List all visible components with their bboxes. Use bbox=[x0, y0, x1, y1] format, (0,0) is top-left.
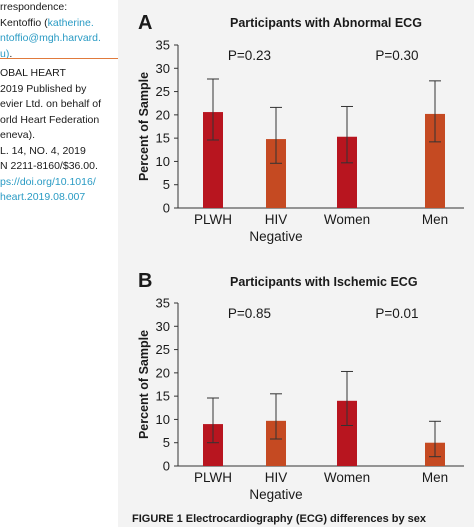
y-tick-label: 15 bbox=[156, 389, 170, 404]
article-sidebar: rrespondence: Kentoffio (katherine. ntoffi… bbox=[0, 0, 118, 527]
y-axis-label: Percent of Sample bbox=[137, 72, 151, 181]
figure-panel: A Participants with Abnormal ECG Percent… bbox=[118, 0, 474, 527]
bar-1 bbox=[203, 424, 223, 466]
y-tick-label: 30 bbox=[156, 61, 170, 76]
sidebar-line-text[interactable]: u) bbox=[0, 47, 10, 60]
y-tick-label: 25 bbox=[156, 342, 170, 357]
sidebar-line[interactable]: ps://doi.org/10.1016/ bbox=[0, 175, 101, 191]
sidebar-divider bbox=[0, 58, 118, 59]
sidebar-line[interactable]: heart.2019.08.007 bbox=[0, 190, 101, 206]
sidebar-line-text: rrespondence: bbox=[0, 1, 68, 13]
y-tick-label: 10 bbox=[156, 412, 170, 427]
category-label: HIV bbox=[265, 212, 288, 227]
y-tick-label: 35 bbox=[156, 38, 170, 53]
sidebar-line-text[interactable]: ps://doi.org/10.1016/ bbox=[0, 175, 96, 188]
sidebar-line: L. 14, NO. 4, 2019 bbox=[0, 144, 101, 160]
y-tick-label: 5 bbox=[163, 177, 170, 192]
category-label: Women bbox=[324, 470, 370, 485]
sidebar-line-text: OBAL HEART bbox=[0, 67, 66, 79]
y-tick-label: 20 bbox=[156, 365, 170, 380]
sidebar-line[interactable]: ntoffio@mgh.harvard. bbox=[0, 31, 101, 47]
sidebar-line: eneva). bbox=[0, 128, 101, 144]
sidebar-line: N 2211-8160/$36.00. bbox=[0, 159, 101, 175]
sidebar-line-text[interactable]: heart.2019.08.007 bbox=[0, 191, 86, 203]
panel-b-letter: B bbox=[138, 270, 153, 292]
panel-a-letter: A bbox=[138, 12, 153, 34]
y-tick-label: 15 bbox=[156, 131, 170, 146]
sidebar-line: Kentoffio (katherine. bbox=[0, 16, 101, 32]
panel-b-title: Participants with Ischemic ECG bbox=[230, 275, 418, 289]
bar-3 bbox=[337, 400, 357, 466]
y-axis-label: Percent of Sample bbox=[137, 330, 151, 439]
bar-2 bbox=[266, 139, 286, 208]
correspondence-block: rrespondence: Kentoffio (katherine. ntoffi… bbox=[0, 0, 101, 62]
bar-3 bbox=[337, 136, 357, 208]
figure-caption: FIGURE 1 Electrocardiography (ECG) diffe… bbox=[132, 513, 427, 525]
bar-4 bbox=[425, 113, 445, 208]
sidebar-line-text: Kentoffio ( bbox=[0, 16, 48, 29]
p-value-label: P=0.30 bbox=[375, 48, 418, 63]
p-value-label: P=0.01 bbox=[375, 306, 418, 321]
y-tick-label: 0 bbox=[163, 459, 170, 474]
panel-a-title: Participants with Abnormal ECG bbox=[230, 16, 422, 30]
category-label: Negative bbox=[249, 487, 302, 502]
email-link[interactable]: katherine. bbox=[47, 16, 94, 29]
sidebar-line-text: 2019 Published by bbox=[0, 82, 87, 95]
sidebar-line: rrespondence: bbox=[0, 0, 101, 16]
sidebar-line-text: N 2211-8160/$36.00. bbox=[0, 160, 98, 172]
p-value-label: P=0.23 bbox=[228, 48, 271, 63]
journal-info-block: OBAL HEART 2019 Published by evier Ltd. on… bbox=[0, 66, 101, 206]
sidebar-line: orld Heart Federation bbox=[0, 113, 101, 129]
category-label: Men bbox=[422, 470, 448, 485]
category-label: PLWH bbox=[194, 212, 232, 227]
sidebar-line-text: eneva). bbox=[0, 129, 36, 141]
y-tick-label: 35 bbox=[156, 296, 170, 311]
p-value-label: P=0.85 bbox=[228, 306, 271, 321]
y-tick-label: 25 bbox=[156, 84, 170, 99]
sidebar-line-text: evier Ltd. on behalf of bbox=[0, 98, 101, 110]
y-tick-label: 30 bbox=[156, 319, 170, 334]
sidebar-line: evier Ltd. on behalf of bbox=[0, 97, 101, 113]
chart-abnormal-ecg: Percent of Sample 0 5 10 15 20 25 30 35 PLWH HIV Ne… bbox=[137, 38, 464, 244]
y-tick-label: 0 bbox=[163, 201, 170, 216]
category-label: Men bbox=[422, 212, 448, 227]
category-label: HIV bbox=[265, 470, 288, 485]
sidebar-line: OBAL HEART bbox=[0, 66, 101, 82]
chart-ischemic-ecg: Percent of Sample 0 5 10 15 20 25 30 35 PLWH HIV Ne… bbox=[137, 296, 464, 502]
sidebar-line-suffix: . bbox=[9, 47, 13, 60]
category-label: Women bbox=[324, 212, 370, 227]
sidebar-line-text[interactable]: ntoffio@mgh.harvard. bbox=[0, 32, 101, 44]
category-label: PLWH bbox=[194, 470, 232, 485]
bar-2 bbox=[266, 420, 286, 466]
sidebar-line-text: orld Heart Federation bbox=[0, 113, 100, 126]
sidebar-line: 2019 Published by bbox=[0, 82, 101, 98]
bar-1 bbox=[203, 112, 223, 208]
sidebar-line[interactable]: u). bbox=[0, 47, 101, 63]
y-tick-label: 5 bbox=[163, 435, 170, 450]
category-label: Negative bbox=[249, 229, 302, 244]
y-tick-label: 20 bbox=[156, 107, 170, 122]
y-tick-label: 10 bbox=[156, 154, 170, 169]
sidebar-line-text: L. 14, NO. 4, 2019 bbox=[0, 144, 86, 157]
